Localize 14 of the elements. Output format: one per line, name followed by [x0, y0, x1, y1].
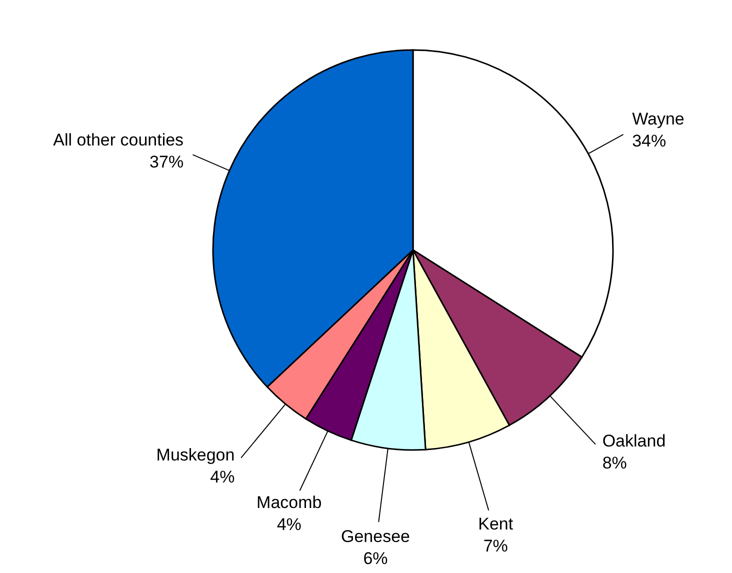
- slice-label: Macomb: [256, 493, 322, 512]
- slice-label: All other counties: [53, 130, 184, 150]
- slice-label: Kent: [478, 514, 514, 534]
- slice-label: Genesee: [341, 526, 410, 546]
- data-label: 7%: [483, 536, 508, 556]
- slice-label: Wayne: [632, 110, 684, 129]
- data-label: 4%: [210, 468, 235, 486]
- slice-label: Oakland: [602, 432, 666, 451]
- data-label: 34%: [632, 132, 666, 151]
- data-label: 8%: [602, 454, 627, 473]
- slice-label: Muskegon: [156, 446, 235, 464]
- data-label: 6%: [363, 548, 388, 568]
- data-label: 4%: [276, 515, 302, 534]
- data-label: 37%: [150, 152, 184, 172]
